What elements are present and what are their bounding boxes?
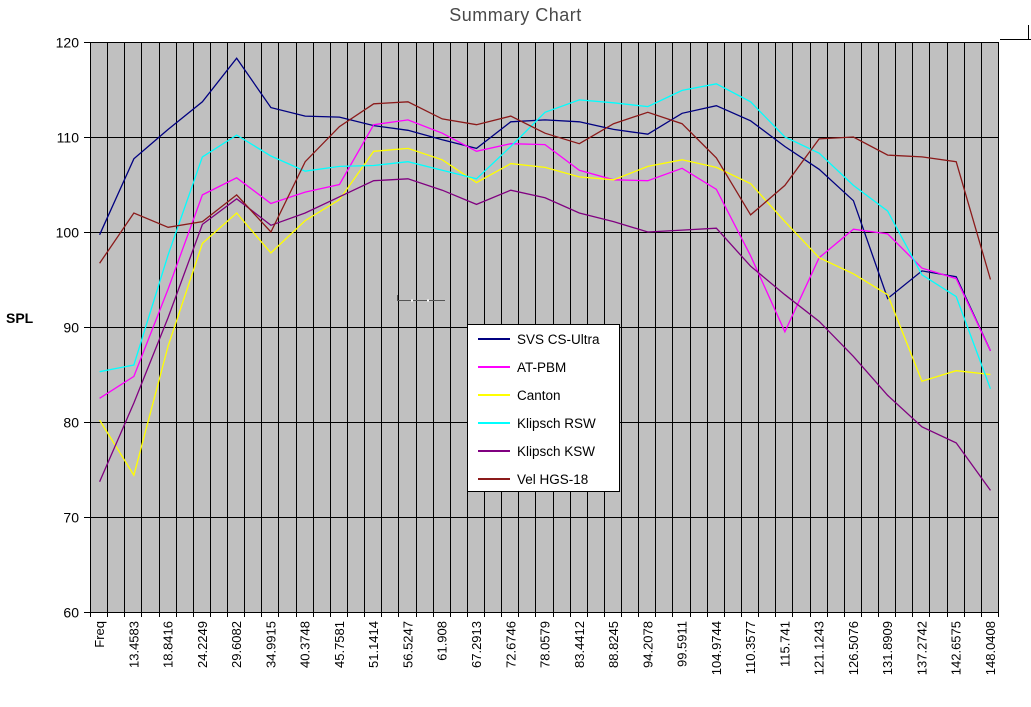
x-tick-label: 88.8245 (606, 621, 621, 668)
x-tick-label: 148.0408 (983, 621, 998, 675)
x-tick-label: 83.4412 (572, 621, 587, 668)
x-tick-label: 121.1243 (812, 621, 827, 675)
x-tick-label: 51.1414 (366, 621, 381, 668)
y-tick-label: 110 (57, 130, 80, 146)
legend-line-swatch (478, 394, 510, 396)
series-line-canton (99, 147, 991, 477)
x-tick-label: 34.9915 (263, 621, 278, 668)
x-tick-label: 78.0579 (538, 621, 553, 668)
x-tick-label: 29.6082 (229, 621, 244, 668)
legend-label: Klipsch RSW (517, 415, 596, 431)
legend-entry: SVS CS-Ultra (468, 325, 619, 353)
x-tick-label: 104.9744 (709, 621, 724, 675)
x-tick-label: 72.6746 (503, 621, 518, 668)
legend-entry: Klipsch KSW (468, 437, 619, 465)
legend-label: Klipsch KSW (517, 443, 596, 459)
x-tick-label: 40.3748 (298, 621, 313, 668)
series-line-klipsch-rsw (99, 83, 992, 390)
y-tick-label: 80 (63, 415, 79, 431)
legend-entry: Canton (468, 381, 619, 409)
y-tick-label: 90 (63, 320, 79, 336)
y-tick-label: 70 (63, 510, 79, 526)
y-tick-label: 100 (56, 225, 80, 241)
cropped-box-corner (1000, 25, 1031, 40)
x-tick-label: 18.8416 (161, 621, 176, 668)
y-tick-label: 120 (56, 35, 80, 51)
chart-legend: SVS CS-Ultra AT-PBM Canton Klipsch RSW Klips… (467, 324, 620, 492)
x-tick-label: 13.4583 (126, 621, 141, 668)
x-tick-label: 137.2742 (914, 621, 929, 675)
legend-line-swatch (478, 366, 510, 368)
legend-line-swatch (478, 422, 510, 424)
series-line-svs-cs-ultra (99, 57, 992, 352)
legend-entry: AT-PBM (468, 353, 619, 381)
legend-label: Vel HGS-18 (517, 471, 589, 487)
legend-label: SVS CS-Ultra (517, 331, 600, 347)
x-tick-label: 99.5911 (675, 621, 690, 667)
legend-label: AT-PBM (517, 359, 567, 375)
x-tick-label: 110.3577 (743, 621, 758, 674)
legend-line-swatch (478, 338, 510, 340)
x-tick-label: 61.908 (435, 621, 450, 661)
legend-entry: Klipsch RSW (468, 409, 619, 437)
x-tick-label: 115.741 (777, 621, 792, 667)
chart-title: Summary Chart (449, 5, 582, 25)
x-tick-label: 56.5247 (400, 621, 415, 668)
x-tick-label: 94.2078 (640, 621, 655, 668)
y-tick-label: 60 (63, 605, 79, 621)
x-tick-label: 45.7581 (332, 621, 347, 668)
legend-line-swatch (478, 478, 510, 480)
x-tick-label: 24.2249 (195, 621, 210, 668)
stray-line-artifact (397, 295, 445, 301)
legend-line-swatch (478, 450, 510, 452)
legend-entry: Vel HGS-18 (468, 465, 619, 493)
x-tick-label: 142.6575 (949, 621, 964, 675)
x-tick-label: 126.5076 (846, 621, 861, 675)
x-tick-label: Freq (92, 621, 107, 648)
series-line-at-pbm (99, 119, 992, 399)
series-line-vel-hgs-18 (99, 101, 992, 280)
x-tick-label: 67.2913 (469, 621, 484, 668)
x-tick-label: 131.8909 (880, 621, 895, 675)
stray-line-dot (411, 299, 413, 302)
legend-label: Canton (517, 387, 561, 403)
y-axis-title: SPL (6, 310, 34, 326)
stray-line-dot (427, 299, 429, 302)
